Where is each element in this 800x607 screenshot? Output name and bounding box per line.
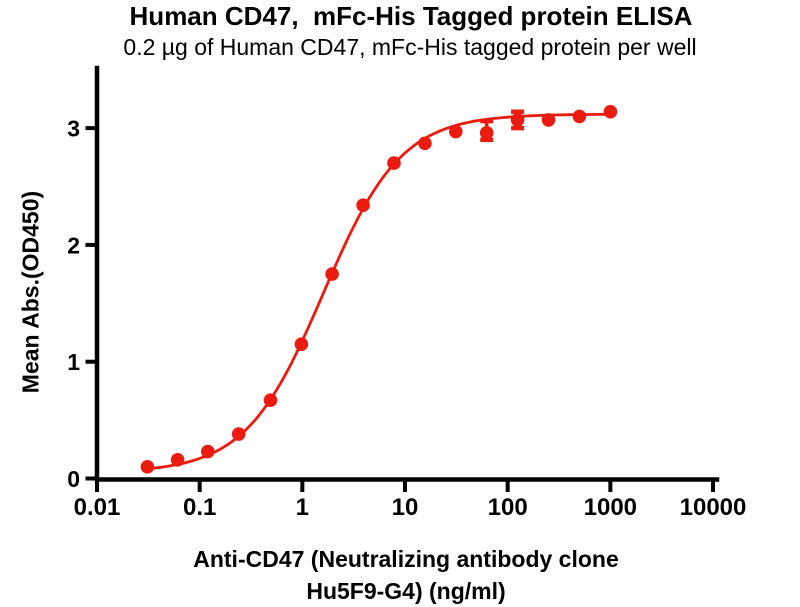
x-tick-label: 10000 (680, 494, 747, 521)
data-point (449, 124, 463, 139)
data-point (510, 113, 525, 127)
x-tick-label: 0.01 (74, 494, 121, 521)
y-tick-label: 1 (67, 349, 80, 375)
chart-subtitle: 0.2 µg of Human CD47, mFc-His tagged pro… (123, 34, 697, 60)
data-point (541, 113, 556, 127)
x-axis-label-line2: Hu5F9-G4) (ng/ml) (306, 578, 506, 604)
data-point (231, 427, 246, 441)
fit-curve (147, 112, 611, 471)
data-point (325, 267, 339, 281)
y-tick-label: 2 (67, 232, 80, 258)
data-point (387, 156, 401, 170)
x-axis-label: Anti-CD47 (Neutralizing antibody clone H… (3, 543, 800, 607)
data-point (201, 444, 215, 459)
data-point (572, 109, 587, 124)
data-point (479, 126, 494, 140)
axis-lines (94, 65, 720, 482)
x-tick-label: 1000 (584, 494, 637, 521)
data-point (170, 453, 185, 467)
data-point (140, 460, 155, 474)
data-point (294, 337, 309, 352)
data-point (418, 136, 432, 151)
x-tick-label: 100 (488, 494, 528, 521)
data-point (603, 104, 618, 119)
chart-title: Human CD47, mFc-His Tagged protein ELISA (129, 1, 693, 31)
x-axis-label-line1: Anti-CD47 (Neutralizing antibody clone (193, 546, 619, 572)
y-tick-label: 3 (67, 116, 80, 142)
data-point (356, 198, 370, 212)
y-tick-label: 0 (67, 466, 80, 492)
x-tick-label: 10 (392, 494, 419, 521)
data-point (263, 393, 278, 408)
x-tick-label: 0.1 (183, 494, 216, 521)
x-tick-label: 1 (296, 494, 309, 521)
